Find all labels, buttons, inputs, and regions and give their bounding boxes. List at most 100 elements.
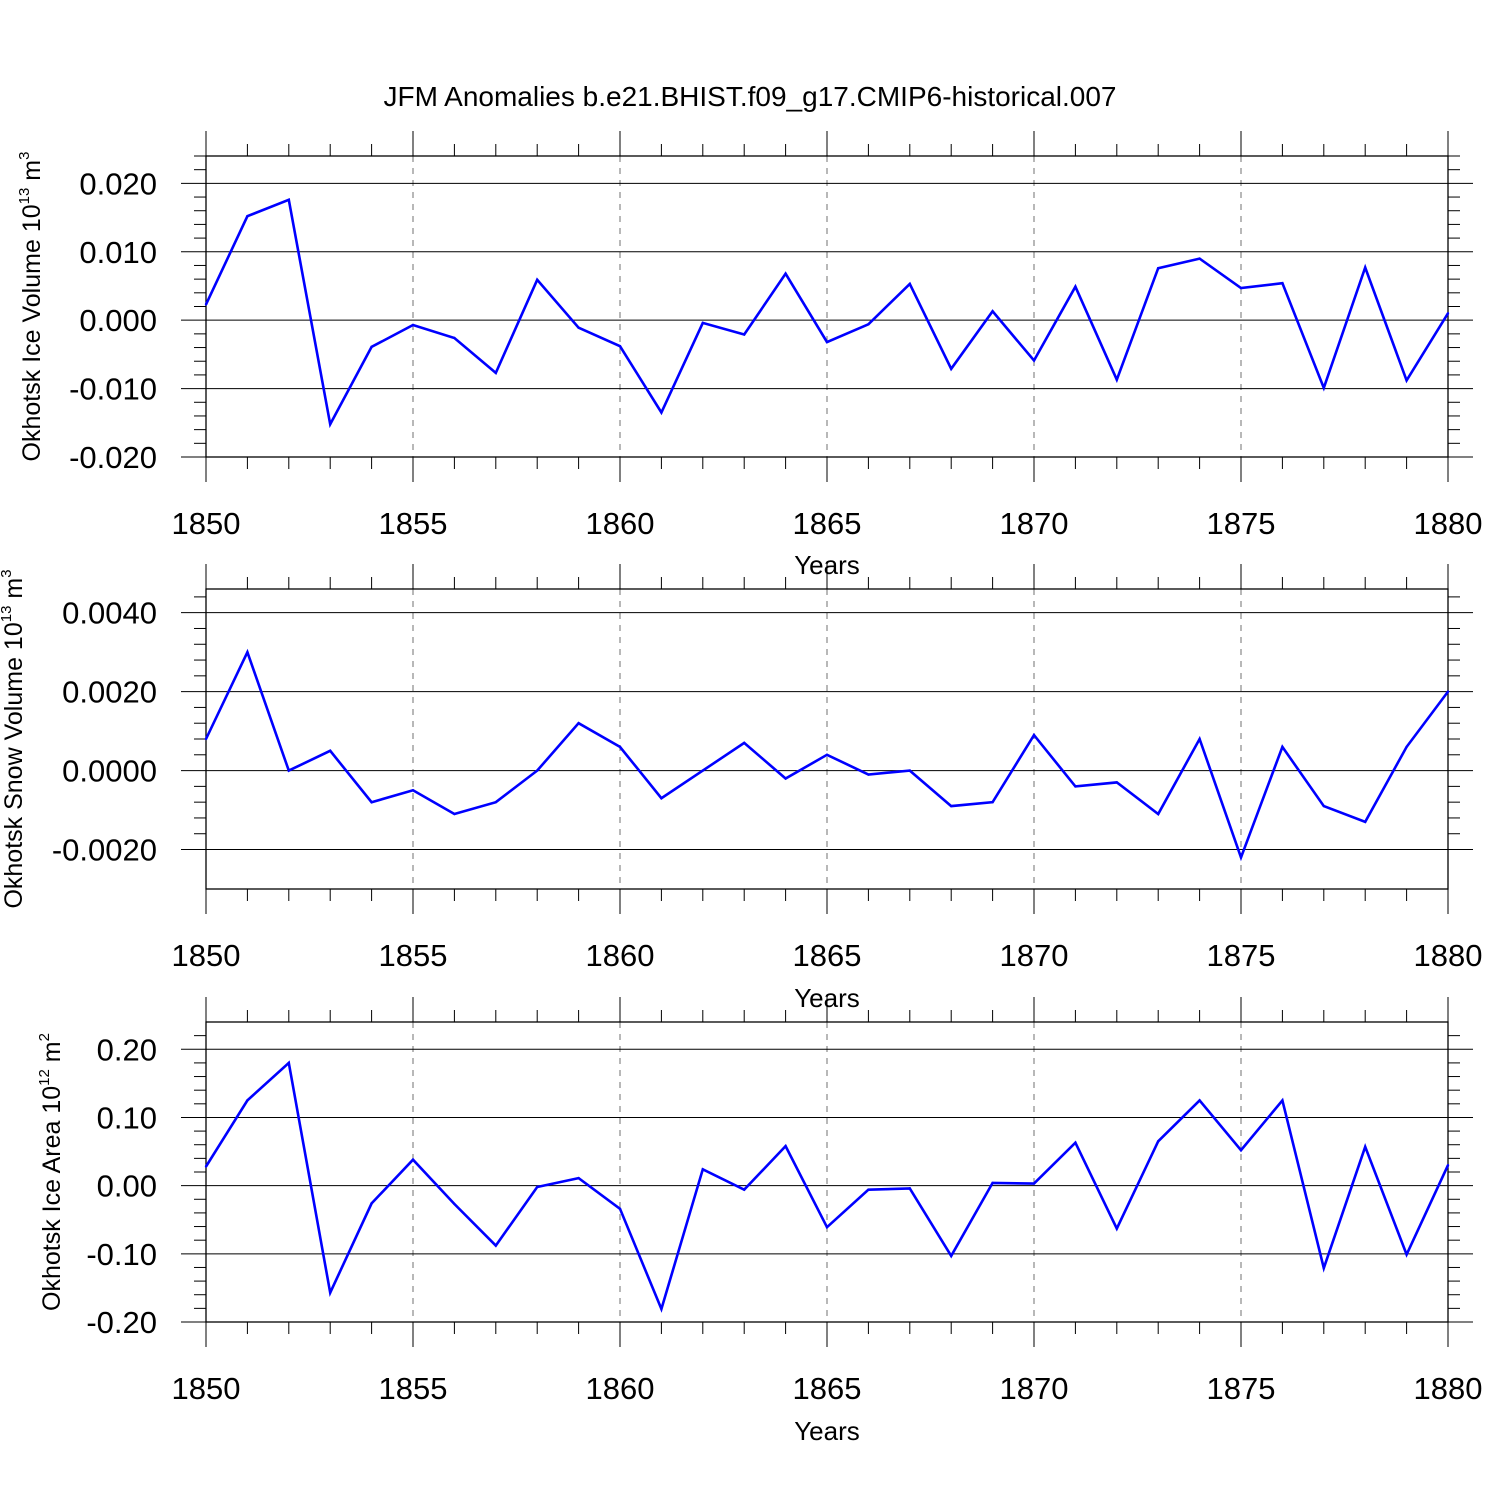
data-point	[536, 1185, 539, 1189]
data-point	[825, 340, 829, 344]
data-point	[950, 804, 953, 808]
data-point	[1198, 737, 1201, 741]
data-point	[246, 1099, 249, 1102]
data-point	[1074, 285, 1077, 288]
data-point	[743, 741, 746, 745]
ice-area-panel: -0.20 -0.10 0.00 0.10 0.20 1850 1855 1860 1865 18…	[36, 997, 1482, 1446]
data-point	[1281, 1099, 1284, 1102]
data-point	[784, 272, 787, 275]
data-point	[825, 753, 829, 756]
data-point	[246, 215, 249, 218]
data-point	[494, 800, 497, 804]
x-tick-label: 1865	[793, 506, 862, 541]
y-tick-label: -0.020	[69, 440, 157, 475]
data-point	[825, 1226, 829, 1229]
data-point	[1032, 1182, 1036, 1185]
data-point	[411, 323, 415, 327]
data-point	[329, 422, 332, 426]
data-point	[411, 1158, 415, 1161]
x-tick-label: 1880	[1414, 1371, 1483, 1406]
y-axis-title-unit-exponent: 3	[16, 152, 33, 160]
data-point	[991, 310, 994, 313]
y-tick-label: 0.0000	[62, 754, 157, 789]
data-point	[1364, 1145, 1367, 1148]
data-point	[991, 800, 994, 804]
data-point	[1239, 1148, 1243, 1152]
y-tick-label: 0.00	[97, 1169, 157, 1204]
data-point	[660, 797, 663, 800]
data-point	[204, 303, 208, 306]
data-point	[1032, 359, 1036, 362]
data-point	[453, 812, 456, 816]
data-point	[536, 278, 539, 282]
data-point	[1405, 379, 1408, 382]
x-tick-label: 1870	[1000, 938, 1069, 973]
x-tick-label: 1850	[172, 1371, 241, 1406]
y-axis-title-exponent: 12	[36, 1069, 53, 1086]
y-tick-label: 0.010	[79, 235, 157, 270]
data-point	[743, 1188, 746, 1191]
x-tick-label: 1850	[172, 506, 241, 541]
data-point	[577, 1176, 580, 1180]
data-point	[950, 1254, 953, 1258]
data-point	[784, 777, 787, 780]
x-axis-title: Years	[794, 1416, 860, 1446]
data-point	[370, 345, 373, 349]
data-point	[1322, 804, 1326, 808]
data-point	[1322, 386, 1326, 390]
data-point	[204, 737, 208, 741]
x-tick-label: 1850	[172, 938, 241, 973]
x-tick-label: 1875	[1207, 938, 1276, 973]
x-tick-label: 1860	[586, 1371, 655, 1406]
data-point	[867, 773, 870, 776]
data-point	[618, 745, 622, 749]
data-point	[1446, 312, 1450, 315]
data-point	[908, 282, 911, 286]
data-point	[1115, 1227, 1119, 1230]
data-point	[660, 411, 663, 414]
data-point	[660, 1307, 663, 1311]
y-axis-title-unit: m	[0, 578, 28, 606]
y-axis-title-main: Okhotsk Ice Volume 10	[18, 204, 46, 461]
data-point	[494, 1244, 497, 1247]
data-point	[287, 1061, 290, 1065]
y-axis-title-exponent: 13	[16, 188, 33, 205]
data-point	[577, 326, 580, 329]
x-tick-label: 1865	[793, 938, 862, 973]
y-tick-label: -0.20	[86, 1305, 157, 1340]
data-point	[1074, 785, 1077, 788]
data-point	[494, 371, 497, 375]
y-axis-title-unit-exponent: 3	[0, 569, 15, 577]
x-tick-label: 1880	[1414, 938, 1483, 973]
data-point	[1157, 812, 1160, 816]
y-axis-title: Okhotsk Snow Volume 1013 m3	[0, 569, 28, 908]
chart-title: JFM Anomalies b.e21.BHIST.f09_g17.CMIP6-…	[383, 81, 1116, 112]
y-tick-label: -0.10	[86, 1237, 157, 1272]
y-tick-label: -0.010	[69, 372, 157, 407]
ice-volume-panel: -0.020 -0.010 0.000 0.010 0.020 1850 1855 1860 1…	[16, 131, 1482, 580]
y-axis-title-main: Okhotsk Ice Area 10	[38, 1086, 66, 1311]
data-point	[1405, 1253, 1408, 1256]
y-axis-title: Okhotsk Ice Volume 1013 m3	[16, 152, 46, 462]
data-point	[701, 769, 704, 772]
y-tick-label: 0.0040	[62, 596, 157, 631]
data-point	[618, 344, 622, 348]
data-point	[1198, 1099, 1201, 1102]
data-point	[701, 321, 704, 325]
data-point	[287, 769, 290, 772]
x-tick-label: 1855	[379, 938, 448, 973]
y-axis-title-exponent: 13	[0, 606, 15, 623]
data-point	[329, 1291, 332, 1294]
data-point	[411, 789, 415, 792]
x-tick-label: 1870	[1000, 506, 1069, 541]
data-point	[370, 1202, 373, 1205]
y-axis-title-unit: m	[18, 160, 46, 188]
data-point	[1364, 820, 1367, 824]
data-point	[1364, 266, 1367, 269]
data-point	[784, 1144, 787, 1148]
y-axis-title-unit: m	[38, 1041, 66, 1069]
data-point	[1281, 745, 1284, 749]
x-tick-label: 1880	[1414, 506, 1483, 541]
data-point	[1115, 781, 1119, 784]
